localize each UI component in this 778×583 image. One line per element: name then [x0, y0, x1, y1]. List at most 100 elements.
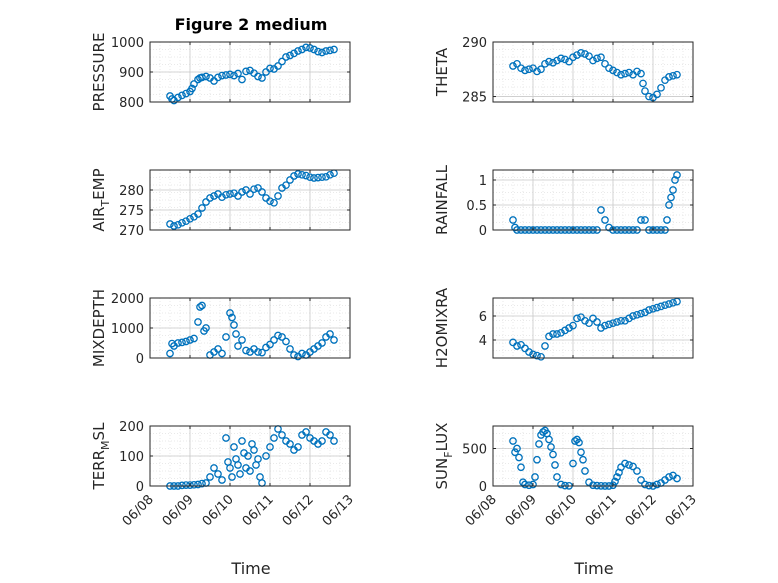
data-point: [585, 319, 593, 328]
x-tick-label: 06/12: [280, 492, 317, 529]
data-point: [194, 210, 202, 218]
data-point: [609, 481, 617, 490]
y-axis-label-main: SUN: [433, 458, 451, 490]
data-point: [513, 444, 521, 453]
data-point: [278, 431, 286, 439]
data-point: [244, 452, 252, 460]
y-tick-label: 6: [479, 310, 487, 325]
data-point: [539, 428, 547, 436]
data-point: [318, 48, 326, 57]
data-point: [669, 298, 677, 307]
data-point: [282, 181, 290, 190]
y-axis-label-sub: T: [99, 200, 112, 208]
data-point: [669, 186, 677, 194]
data-point: [605, 64, 613, 73]
data-point: [509, 62, 517, 70]
data-point: [553, 473, 561, 481]
data-point: [318, 339, 326, 347]
data-point: [330, 336, 338, 344]
data-point: [310, 174, 318, 182]
data-point: [533, 67, 541, 76]
data-point: [218, 476, 226, 484]
x-tick-label: 06/13: [320, 492, 357, 529]
data-point: [222, 333, 230, 341]
data-point: [551, 461, 559, 469]
data-point: [194, 318, 202, 326]
data-point: [226, 464, 234, 472]
data-point: [262, 452, 270, 460]
data-point: [637, 216, 645, 224]
data-point: [601, 321, 609, 330]
y-axis-label-main: H2OMIXRA: [433, 287, 451, 368]
data-point: [218, 349, 226, 358]
data-point: [633, 467, 641, 475]
data-point: [226, 309, 234, 317]
data-point: [597, 53, 605, 62]
y-tick-label: 285: [462, 91, 487, 106]
data-point: [190, 80, 198, 88]
data-point: [513, 342, 521, 350]
y-tick-label: 4: [479, 334, 487, 349]
data-point: [653, 303, 661, 312]
data-point: [286, 51, 294, 60]
y-axis-label: RAINFALL: [433, 164, 451, 235]
data-point: [581, 316, 589, 325]
x-tick-label: 06/11: [240, 492, 277, 529]
data-point: [250, 446, 258, 454]
axes-box: [149, 169, 351, 231]
data-point: [258, 348, 266, 357]
data-point: [228, 473, 236, 481]
data-point: [637, 476, 645, 484]
data-point: [330, 45, 338, 54]
data-point: [178, 481, 186, 490]
data-point: [298, 349, 306, 358]
data-point: [236, 470, 244, 478]
data-point: [278, 333, 286, 341]
data-point: [585, 52, 593, 61]
data-point: [270, 434, 278, 442]
data-point: [228, 313, 236, 322]
data-point: [202, 479, 210, 487]
data-point: [274, 331, 282, 340]
data-point: [238, 75, 246, 84]
data-point: [589, 56, 597, 65]
data-point: [170, 222, 178, 230]
data-point: [194, 480, 202, 489]
data-point: [665, 473, 673, 481]
y-tick-label: 290: [462, 36, 487, 51]
data-point: [515, 453, 523, 462]
data-point: [222, 71, 230, 79]
data-point: [665, 201, 673, 209]
data-point: [206, 194, 214, 202]
axes-box: [492, 41, 694, 103]
data-point: [645, 92, 653, 101]
data-point: [605, 320, 613, 329]
data-point: [254, 455, 262, 463]
x-tick-label: 06/12: [623, 492, 660, 529]
data-point: [258, 74, 266, 82]
data-point: [218, 71, 226, 80]
data-point: [322, 47, 330, 55]
data-point: [214, 345, 222, 353]
y-tick-label: 1: [479, 174, 487, 189]
data-point: [549, 330, 557, 338]
data-point: [290, 49, 298, 58]
y-tick-label: 2000: [111, 292, 144, 307]
data-point: [234, 461, 242, 469]
data-point: [286, 345, 294, 353]
y-tick-label: 280: [119, 184, 144, 199]
data-point: [258, 188, 266, 196]
data-point: [517, 463, 525, 472]
data-point: [314, 173, 322, 182]
x-tick-label: 06/11: [583, 492, 620, 529]
data-point: [577, 448, 585, 457]
data-point: [286, 176, 294, 184]
data-point: [541, 59, 549, 68]
axes-box: [492, 169, 694, 231]
data-point: [218, 193, 226, 202]
data-point: [290, 172, 298, 180]
data-point: [533, 351, 541, 360]
